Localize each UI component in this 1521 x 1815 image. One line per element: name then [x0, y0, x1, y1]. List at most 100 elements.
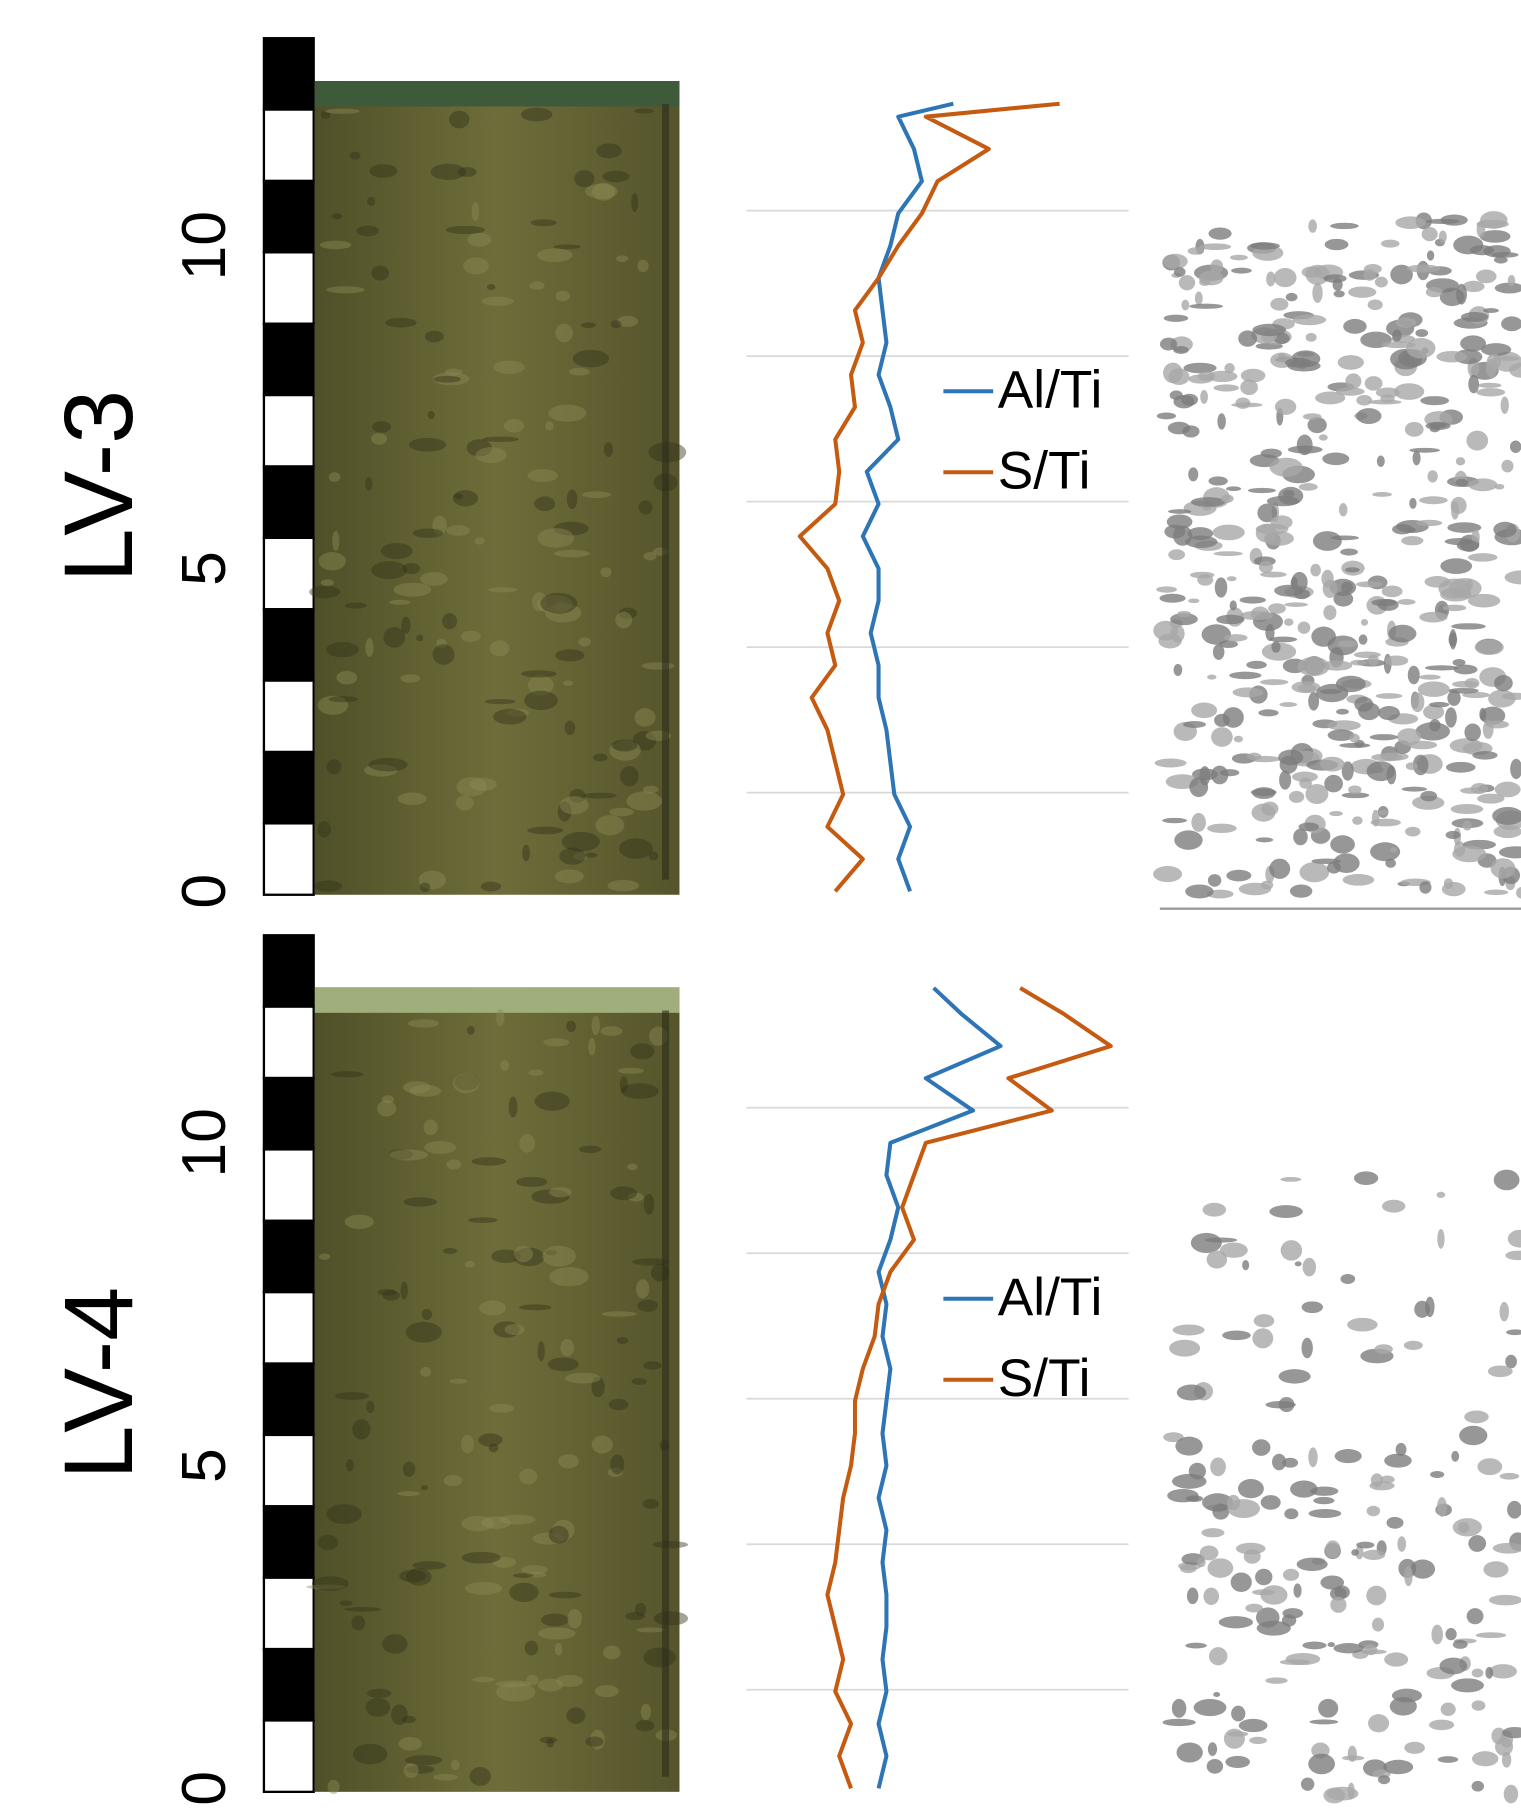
core-texture: [329, 696, 359, 702]
ct-blob: [1404, 1742, 1425, 1754]
core-texture: [632, 1378, 647, 1385]
ct-blob: [1260, 1585, 1287, 1604]
ct-blob: [1169, 1340, 1200, 1357]
core-texture: [381, 543, 413, 559]
ct-blob: [1261, 1495, 1281, 1510]
core-texture: [595, 1685, 619, 1697]
scale-segment: [264, 1364, 314, 1435]
ct-blob: [1216, 615, 1244, 624]
ct-blob: [1163, 254, 1188, 269]
core-texture: [406, 1322, 442, 1343]
ct-blob: [1394, 383, 1424, 400]
core-texture: [566, 1707, 585, 1723]
ct-blob: [1308, 1447, 1317, 1467]
core-texture: [421, 1485, 428, 1490]
ct-blob: [1445, 1628, 1456, 1640]
core-texture: [565, 720, 576, 735]
core-texture: [416, 635, 423, 642]
core-texture: [579, 1146, 601, 1153]
core-texture: [496, 1682, 535, 1701]
ct-blob: [1168, 509, 1191, 514]
ct-blob: [1185, 885, 1213, 899]
ct-blob: [1198, 371, 1215, 381]
core-texture: [601, 1026, 623, 1036]
ct-blob: [1397, 1536, 1406, 1552]
ct-blob: [1392, 329, 1402, 341]
ct-blob: [1516, 887, 1521, 899]
core-texture: [365, 638, 373, 657]
scale-segment: [264, 609, 314, 680]
ct-blob: [1364, 1644, 1378, 1655]
core-texture: [371, 561, 407, 579]
ct-blob: [1231, 403, 1262, 408]
ct-blob: [1416, 520, 1442, 526]
ct-blob: [1208, 1742, 1217, 1756]
ct-blob: [1468, 478, 1497, 491]
ct-blob: [1231, 1706, 1245, 1722]
ct-blob: [1284, 1508, 1298, 1519]
core-texture: [641, 1704, 651, 1721]
ct-blob: [1390, 1697, 1417, 1715]
core-texture: [538, 1679, 564, 1692]
ct-blob: [1426, 287, 1443, 297]
ct-blob: [1377, 455, 1385, 466]
core-texture: [328, 1780, 340, 1794]
core-texture: [309, 586, 340, 599]
core-texture: [610, 1186, 637, 1200]
ct-blob: [1472, 1669, 1484, 1678]
ct-blob: [1418, 681, 1450, 696]
ct-blob: [1207, 824, 1237, 833]
ct-blob: [1155, 759, 1187, 768]
core-texture: [442, 613, 457, 629]
ct-blob: [1308, 219, 1317, 232]
core-texture: [569, 368, 590, 376]
depth-tick-label: 5: [169, 1448, 239, 1483]
ct-blob: [1501, 396, 1509, 414]
ct-blob: [1226, 486, 1241, 491]
ct-blob: [1497, 356, 1520, 361]
core-texture: [527, 827, 563, 835]
core-texture: [522, 845, 530, 862]
ct-blob: [1159, 594, 1185, 603]
ct-blob: [1302, 1301, 1323, 1313]
ct-blob: [1211, 259, 1223, 273]
scale-segment: [264, 1506, 314, 1577]
scale-segment: [264, 1078, 314, 1149]
ct-blob: [1269, 1205, 1302, 1218]
ct-blob: [1213, 644, 1225, 660]
depth-tick-label: 10: [169, 1108, 239, 1178]
legend-label: S/Ti: [998, 442, 1091, 501]
ct-blob: [1476, 269, 1497, 283]
ct-blob: [1383, 1760, 1413, 1774]
scale-segment: [264, 38, 314, 109]
core-texture: [350, 152, 361, 160]
core-texture: [568, 1609, 582, 1628]
ct-blob: [1415, 329, 1428, 337]
core-texture: [542, 1246, 576, 1267]
ct-blob: [1245, 1604, 1263, 1613]
core-texture: [643, 1499, 659, 1509]
ct-blob: [1298, 657, 1330, 676]
ct-blob: [1173, 346, 1189, 354]
ct-blob: [1451, 804, 1484, 814]
ct-blob: [1508, 275, 1516, 286]
ct-blob: [1405, 422, 1424, 437]
ct-blob: [1224, 634, 1248, 641]
core-texture: [565, 1373, 601, 1384]
core-texture: [540, 1737, 558, 1744]
ct-blob: [1408, 666, 1420, 685]
ct-blob: [1343, 874, 1375, 886]
ct-blob: [1453, 659, 1466, 666]
core-texture: [610, 320, 621, 328]
core-texture: [433, 644, 455, 665]
ct-blob: [1352, 816, 1362, 824]
ct-blob: [1348, 286, 1376, 297]
ct-blob: [1448, 688, 1479, 694]
core-texture: [458, 167, 477, 177]
core-texture: [331, 1071, 363, 1077]
ct-blob: [1265, 1677, 1287, 1683]
core-texture: [433, 376, 461, 383]
core-texture: [481, 882, 501, 892]
core-texture: [326, 286, 365, 293]
core-texture: [401, 1282, 408, 1300]
